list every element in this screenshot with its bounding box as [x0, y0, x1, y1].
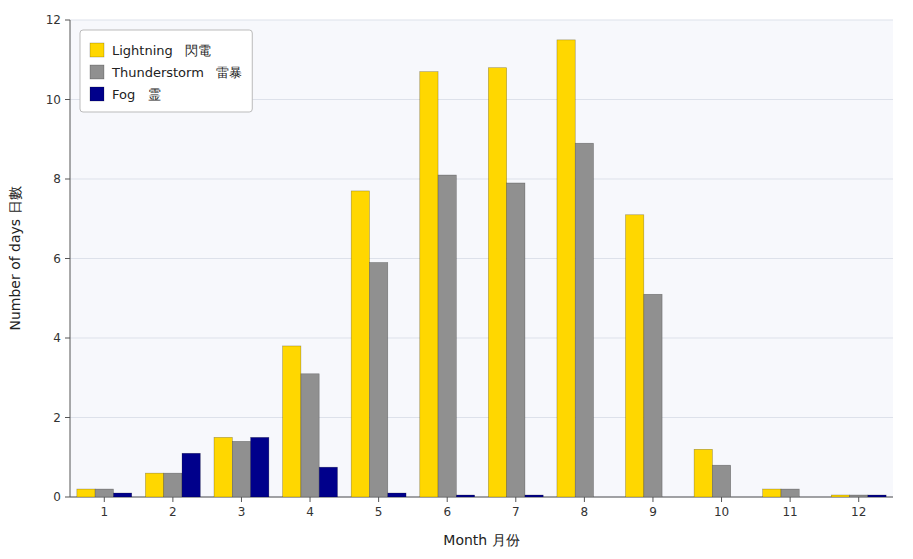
y-tick-label: 10	[46, 93, 61, 107]
bar	[301, 374, 319, 497]
bar	[712, 465, 730, 497]
x-tick-label: 4	[306, 505, 314, 519]
x-tick-label: 7	[512, 505, 520, 519]
legend: Lightning 閃電 Thunderstorm 雷暴 Fog 霊	[80, 30, 252, 112]
legend-swatch	[90, 87, 104, 101]
bar	[626, 215, 644, 497]
bar	[319, 467, 337, 497]
bar	[763, 489, 781, 497]
bar	[351, 191, 369, 497]
y-tick-label: 0	[53, 490, 61, 504]
y-tick	[65, 417, 70, 418]
bar	[420, 72, 438, 497]
y-tick	[65, 258, 70, 259]
bar	[694, 449, 712, 497]
x-tick	[378, 497, 379, 502]
y-tick-label: 12	[46, 13, 61, 27]
y-tick-label: 4	[53, 331, 61, 345]
y-tick-label: 2	[53, 411, 61, 425]
grid-line	[70, 258, 893, 259]
x-tick	[721, 497, 722, 502]
x-tick	[790, 497, 791, 502]
x-tick-label: 3	[238, 505, 246, 519]
x-tick-label: 1	[100, 505, 108, 519]
grid-line	[70, 20, 893, 21]
bar	[164, 473, 182, 497]
grid-line	[70, 417, 893, 418]
x-tick-label: 9	[649, 505, 657, 519]
x-tick	[241, 497, 242, 502]
x-tick-label: 5	[375, 505, 383, 519]
x-tick-label: 11	[782, 505, 797, 519]
bar	[525, 495, 543, 497]
bar	[594, 497, 612, 498]
x-tick	[447, 497, 448, 502]
legend-swatch	[90, 65, 104, 79]
bar	[831, 495, 849, 497]
bar	[575, 143, 593, 497]
legend-frame	[80, 30, 252, 112]
bar	[388, 493, 406, 497]
y-tick-label: 6	[53, 252, 61, 266]
chart: 024681012123456789101112Month 月份Number o…	[0, 0, 913, 559]
bar	[232, 441, 250, 497]
page: {"chart_data": {"type": "bar", "x_label"…	[0, 0, 913, 559]
y-axis-line	[70, 20, 71, 497]
x-tick	[584, 497, 585, 502]
legend-label: Thunderstorm 雷暴	[111, 65, 242, 80]
bar	[557, 40, 575, 497]
x-tick	[310, 497, 311, 502]
bar	[283, 346, 301, 497]
bar	[868, 495, 886, 497]
grid-line	[70, 338, 893, 339]
x-tick	[515, 497, 516, 502]
x-tick	[858, 497, 859, 502]
axes: 024681012123456789101112	[46, 13, 893, 519]
x-tick	[652, 497, 653, 502]
y-tick	[65, 338, 70, 339]
x-tick-label: 10	[714, 505, 729, 519]
bar	[799, 497, 817, 498]
bar	[113, 493, 131, 497]
y-tick-label: 8	[53, 172, 61, 186]
grid	[70, 20, 893, 497]
bar	[850, 495, 868, 497]
x-axis-label: Month 月份	[443, 532, 519, 548]
bar	[488, 68, 506, 497]
y-tick	[65, 179, 70, 180]
y-tick	[65, 20, 70, 21]
grid-line	[70, 179, 893, 180]
y-tick	[65, 497, 70, 498]
x-tick	[172, 497, 173, 502]
bar	[644, 294, 662, 497]
x-tick-label: 2	[169, 505, 177, 519]
bar	[438, 175, 456, 497]
legend-label: Lightning 閃電	[112, 43, 211, 58]
bar	[369, 262, 387, 497]
legend-swatch	[90, 43, 104, 57]
bar	[251, 437, 269, 497]
bar	[731, 497, 749, 498]
bar	[662, 497, 680, 498]
plot-background	[70, 20, 893, 497]
x-tick	[104, 497, 105, 502]
x-tick-label: 8	[581, 505, 589, 519]
legend-label: Fog 霊	[112, 87, 161, 102]
y-axis-label: Number of days 日數	[7, 186, 23, 330]
bar	[145, 473, 163, 497]
y-tick	[65, 99, 70, 100]
bar	[214, 437, 232, 497]
x-tick-label: 6	[443, 505, 451, 519]
bar	[781, 489, 799, 497]
bar	[456, 495, 474, 497]
bar	[77, 489, 95, 497]
bar	[507, 183, 525, 497]
bar	[182, 453, 200, 497]
x-tick-label: 12	[851, 505, 866, 519]
bar	[95, 489, 113, 497]
